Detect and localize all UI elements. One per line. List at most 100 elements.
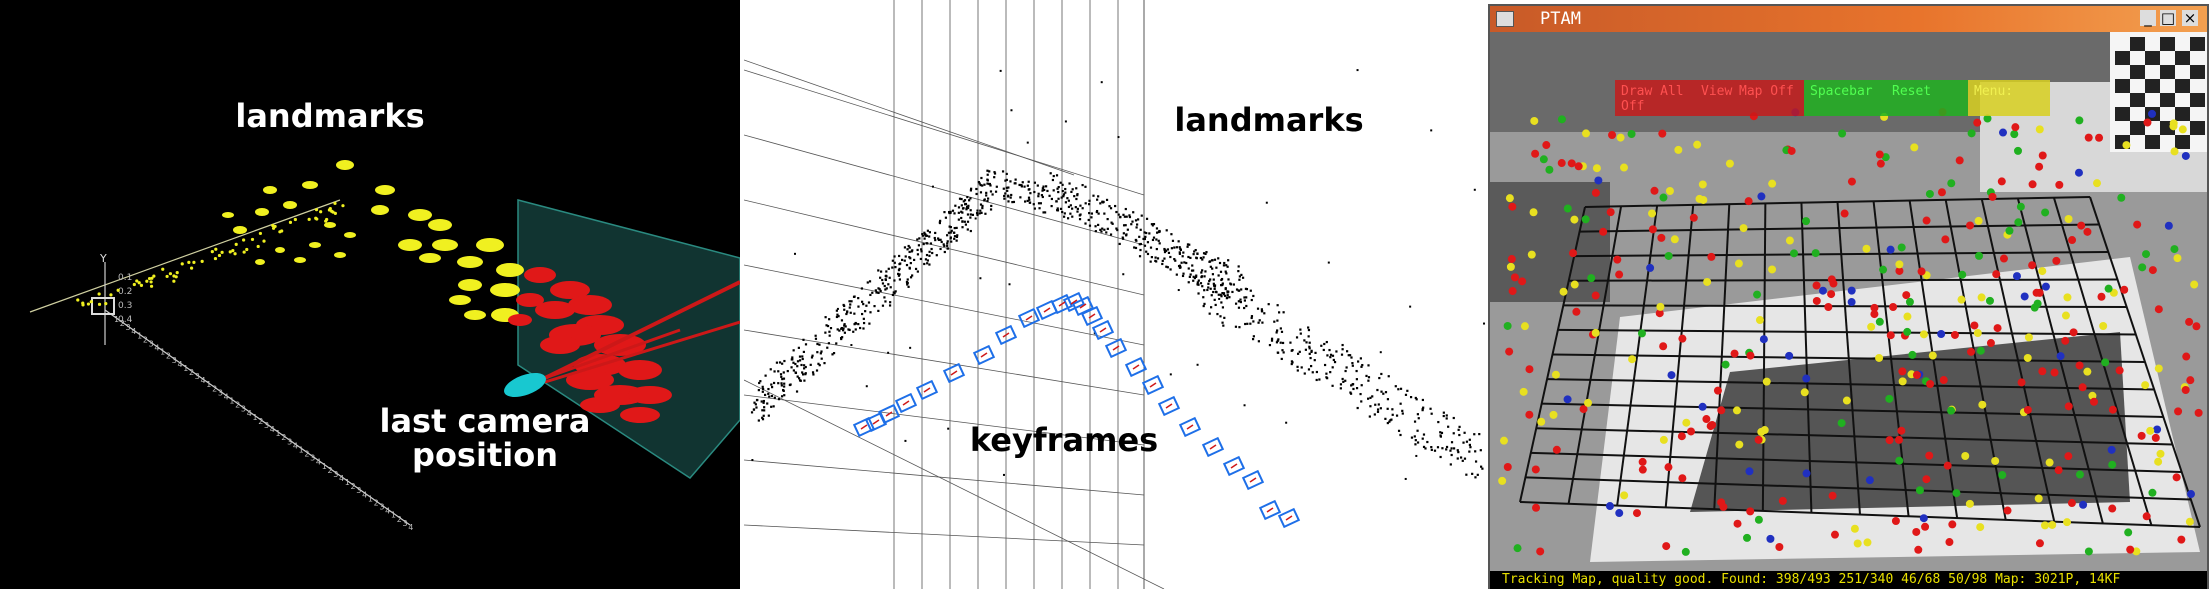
- landmark-point: [1391, 413, 1394, 416]
- landmark-point: [1213, 258, 1217, 261]
- landmark-point: [938, 222, 941, 225]
- ground-grid-line: [1519, 501, 2201, 528]
- title-bar[interactable]: PTAM _ □ ×: [1490, 6, 2207, 32]
- maximize-icon[interactable]: □: [2160, 9, 2176, 27]
- feature-point: [1753, 290, 1762, 299]
- landmark-point: [1422, 445, 1426, 449]
- landmark-point: [964, 203, 967, 206]
- landmark-point: [957, 218, 960, 221]
- landmark-point: [769, 368, 772, 371]
- landmark-point: [1073, 195, 1076, 198]
- landmark-point: [883, 284, 886, 288]
- landmark-point: [804, 343, 808, 346]
- feature-point: [1999, 254, 2008, 263]
- landmark-point: [1452, 416, 1455, 420]
- landmark-point: [1195, 274, 1198, 277]
- landmark-point: [1026, 199, 1029, 202]
- spacebar-button[interactable]: Spacebar: [1804, 80, 1886, 116]
- landmark-point: [966, 213, 970, 216]
- landmark-point: [783, 382, 786, 385]
- feature-point: [1670, 235, 1679, 244]
- landmark-point: [768, 395, 771, 398]
- landmark-point: [1245, 304, 1248, 308]
- landmark-point: [152, 274, 156, 278]
- landmark-point: [845, 312, 848, 316]
- landmark-point: [1020, 184, 1023, 187]
- landmark-point: [762, 414, 765, 417]
- reset-button[interactable]: Reset: [1886, 80, 1968, 116]
- feature-point: [1759, 335, 1768, 344]
- landmark-point: [850, 344, 853, 347]
- landmark-point: [1211, 259, 1214, 262]
- landmark-point: [969, 209, 972, 212]
- landmark-point: [1079, 213, 1082, 216]
- landmark-point: [957, 211, 960, 214]
- feature-point: [2084, 133, 2093, 142]
- landmark-point: [835, 315, 839, 319]
- landmark-ellipse: [408, 209, 432, 221]
- landmark-point: [1326, 354, 1329, 357]
- landmark-point: [761, 409, 764, 412]
- feature-point: [1905, 297, 1914, 306]
- landmark-point: [76, 298, 80, 302]
- keyframe-axis: [1099, 327, 1107, 333]
- landmark-point: [946, 244, 949, 247]
- landmark-point: [1181, 274, 1185, 278]
- feature-point: [1519, 387, 1528, 396]
- feature-point: [1537, 417, 1546, 426]
- landmark-point: [796, 375, 799, 378]
- feature-point: [2038, 151, 2047, 160]
- landmark-point: [1100, 81, 1103, 84]
- view-button[interactable]: View: [1695, 80, 1733, 116]
- landmark-point: [200, 259, 204, 264]
- landmark-point: [1177, 240, 1180, 243]
- feature-point: [1702, 415, 1711, 424]
- minimize-icon[interactable]: _: [2140, 10, 2156, 26]
- landmark-point: [1310, 364, 1313, 368]
- landmark-point: [849, 303, 852, 306]
- landmark-point: [1267, 303, 1270, 306]
- feature-point: [1965, 499, 1974, 508]
- landmark-point: [860, 287, 864, 290]
- landmark-point: [1282, 351, 1285, 354]
- landmark-point: [1314, 351, 1317, 354]
- landmark-point: [1296, 369, 1299, 372]
- landmark-point: [904, 439, 907, 442]
- landmark-point: [954, 204, 957, 207]
- feature-point: [1917, 267, 1926, 276]
- feature-point: [1632, 509, 1641, 518]
- landmark-point: [781, 377, 784, 381]
- landmark-point: [818, 343, 821, 346]
- landmark-point: [937, 237, 940, 240]
- map-off-button[interactable]: Map Off: [1733, 80, 1804, 116]
- close-icon[interactable]: ×: [2182, 9, 2198, 27]
- feature-point: [1973, 329, 1982, 338]
- landmark-point: [1021, 181, 1024, 184]
- landmark-point: [1445, 414, 1448, 417]
- feature-point: [1698, 402, 1707, 411]
- landmark-point: [1138, 235, 1141, 238]
- landmark-point: [1463, 457, 1467, 460]
- landmark-point: [1252, 335, 1255, 338]
- landmark-point: [850, 300, 853, 303]
- window-menu-icon[interactable]: [1496, 11, 1514, 27]
- landmark-point: [1192, 279, 1195, 282]
- landmark-point: [1076, 194, 1079, 197]
- landmark-point: [942, 243, 945, 246]
- point-cloud-panel: landmarks keyframes: [744, 0, 1488, 589]
- axis-tick-label: 0.1: [118, 273, 132, 283]
- feature-point: [2010, 130, 2019, 139]
- landmark-point: [1397, 388, 1400, 391]
- feature-point: [1862, 244, 1871, 253]
- landmark-point: [1148, 232, 1151, 235]
- feature-point: [2063, 518, 2072, 527]
- draw-all-off-button[interactable]: Draw All Off: [1615, 80, 1695, 116]
- feature-point: [2108, 504, 2117, 513]
- axis-tick-label: 1: [345, 478, 350, 487]
- checker-square: [2115, 79, 2130, 93]
- keyframe-axis: [1209, 444, 1217, 450]
- landmark-point: [874, 289, 877, 292]
- menu-button[interactable]: Menu:: [1968, 80, 2050, 116]
- feature-point: [2012, 272, 2021, 281]
- landmark-point: [955, 226, 958, 230]
